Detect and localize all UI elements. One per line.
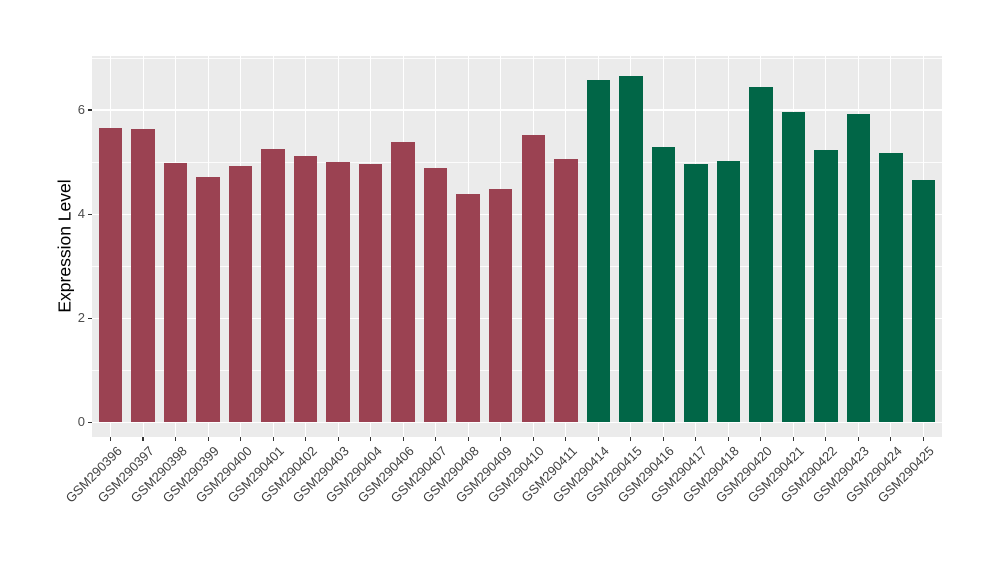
x-tick-mark — [760, 437, 762, 441]
x-tick-mark — [922, 437, 924, 441]
x-tick-mark — [565, 437, 567, 441]
bar-GSM290422 — [814, 150, 838, 423]
y-tick-mark — [87, 421, 92, 424]
x-tick-mark — [662, 437, 664, 441]
y-tick-mark — [87, 109, 92, 111]
bar-GSM290414 — [586, 79, 610, 423]
bar-GSM290409 — [488, 189, 513, 423]
x-tick-mark — [370, 437, 372, 441]
bar-GSM290415 — [619, 76, 643, 423]
y-tick-label-4: 4 — [77, 206, 85, 222]
x-tick-mark — [305, 437, 307, 441]
minor-gridline — [92, 57, 942, 59]
y-tick-label-0: 0 — [77, 414, 85, 430]
x-tick-mark — [727, 437, 729, 441]
x-tick-mark — [435, 437, 437, 441]
y-tick-mark — [87, 317, 92, 320]
x-tick-mark — [792, 437, 794, 441]
x-tick-mark — [597, 437, 599, 441]
bar-GSM290397 — [131, 128, 155, 423]
x-tick-mark — [467, 437, 469, 441]
bar-GSM290396 — [98, 127, 123, 423]
bar-GSM290417 — [684, 163, 708, 423]
minor-gridline — [92, 370, 942, 371]
x-tick-mark — [630, 437, 632, 441]
bar-GSM290403 — [326, 162, 350, 423]
bar-GSM290416 — [651, 146, 676, 423]
bar-GSM290418 — [716, 161, 741, 423]
x-tick-mark — [240, 437, 242, 441]
bar-GSM290425 — [911, 179, 936, 423]
bar-GSM290410 — [521, 134, 545, 423]
x-tick-mark — [142, 437, 144, 441]
bar-GSM290421 — [781, 111, 806, 423]
bar-GSM290406 — [391, 142, 415, 423]
bar-GSM290398 — [163, 162, 188, 423]
x-tick-mark — [500, 437, 502, 441]
bar-GSM290407 — [423, 168, 448, 423]
x-tick-mark — [109, 437, 112, 441]
bar-GSM290424 — [879, 153, 903, 423]
bar-GSM290402 — [293, 156, 318, 423]
major-gridline — [92, 213, 942, 215]
major-gridline — [92, 109, 942, 111]
x-tick-mark — [695, 437, 697, 441]
bar-GSM290400 — [228, 165, 253, 423]
y-axis-title: Expression Level — [54, 179, 75, 313]
y-tick-mark — [87, 213, 92, 215]
x-tick-mark — [532, 437, 534, 441]
x-tick-mark — [272, 437, 274, 441]
bar-GSM290423 — [846, 113, 871, 423]
x-tick-mark — [207, 437, 209, 441]
bar-GSM290399 — [196, 177, 220, 423]
x-tick-mark — [402, 437, 404, 441]
major-gridline — [92, 317, 942, 320]
minor-gridline — [92, 265, 942, 267]
x-tick-mark — [825, 437, 827, 441]
bar-GSM290401 — [261, 148, 285, 423]
x-tick-mark — [337, 437, 339, 441]
bar-GSM290408 — [456, 194, 480, 423]
bar-GSM290404 — [358, 164, 383, 423]
y-tick-label-2: 2 — [77, 310, 85, 326]
bar-GSM290411 — [554, 159, 578, 423]
minor-gridline — [92, 161, 942, 163]
y-tick-label-6: 6 — [77, 102, 85, 118]
bar-GSM290420 — [749, 87, 773, 423]
x-tick-mark — [890, 437, 892, 441]
major-gridline — [92, 421, 942, 424]
x-tick-mark — [174, 437, 177, 441]
x-tick-mark — [857, 437, 859, 441]
